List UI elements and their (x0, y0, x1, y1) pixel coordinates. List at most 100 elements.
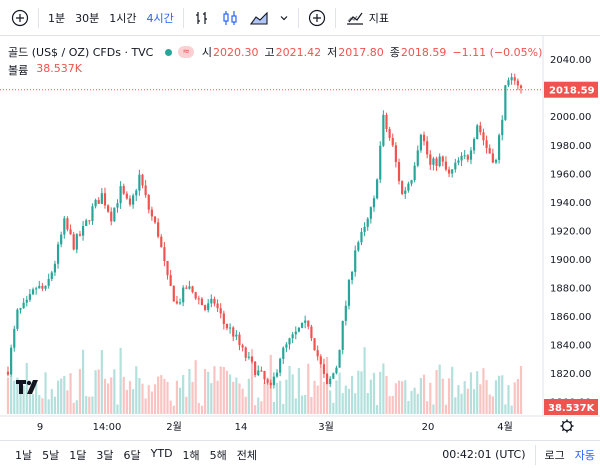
candle-body (329, 378, 332, 384)
range-3m[interactable]: 3달 (96, 448, 114, 462)
candle-body (122, 186, 125, 194)
candle-body (91, 206, 94, 221)
toolbar-divider (38, 7, 39, 28)
volume-bar (157, 376, 160, 414)
volume-bar (360, 371, 363, 414)
area-chart-type-button[interactable] (244, 5, 274, 31)
candle-body (494, 160, 498, 163)
range-6m[interactable]: 6달 (123, 448, 141, 462)
area-chart-icon (249, 11, 268, 25)
candle-body (350, 271, 354, 280)
candle-body (260, 370, 263, 372)
price-scale[interactable] (543, 36, 600, 440)
symbol-title[interactable]: 골드 (US$ / OZ) CFDs · TVC (8, 46, 154, 59)
volume-bar (332, 402, 335, 414)
candle-body (200, 298, 204, 306)
candle-body (366, 218, 369, 227)
range-ytd[interactable]: YTD (150, 446, 173, 460)
candle-body (88, 220, 91, 222)
volume-bar (125, 389, 128, 414)
volume-bar (260, 401, 263, 414)
volume-bar (435, 370, 438, 414)
chevron-down-icon (280, 15, 288, 20)
candle-body (369, 207, 372, 219)
volume-bar (110, 377, 113, 414)
candle-body (160, 236, 163, 248)
range-5d[interactable]: 5날 (42, 448, 60, 462)
volume-bar (469, 372, 473, 414)
range-1d[interactable]: 1날 (15, 448, 33, 462)
gear-icon[interactable] (560, 419, 574, 433)
range-1y[interactable]: 1해 (182, 448, 200, 462)
volume-bar (401, 381, 404, 414)
volume-bar (382, 363, 385, 414)
volume-bar (294, 398, 297, 414)
volume-bar (185, 396, 188, 414)
interval-4h[interactable]: 4시간 (146, 11, 174, 25)
chart-type-dropdown[interactable] (274, 5, 294, 31)
interval-1h[interactable]: 1시간 (109, 11, 137, 25)
candle-body (110, 211, 113, 222)
candle-body (325, 373, 329, 384)
volume-bar (379, 371, 382, 414)
candle-body (238, 334, 241, 346)
volume-bar (357, 370, 360, 414)
range-all[interactable]: 전체 (236, 448, 258, 462)
volume-bar (300, 395, 304, 414)
interval-30m[interactable]: 30분 (75, 11, 100, 25)
range-1m[interactable]: 1달 (69, 448, 87, 462)
log-scale-toggle[interactable]: 로그 (544, 448, 565, 462)
volume-bar (175, 380, 179, 414)
symbol-legend: 골드 (US$ / OZ) CFDs · TVC ≈ 시 2020.30 고 202… (8, 44, 548, 60)
volume-bar (169, 400, 172, 414)
candle-body (376, 179, 379, 199)
range-buttons: 1날 5날 1달 3달 6달 YTD 1해 5해 전체 (10, 447, 262, 463)
candle-body (275, 372, 279, 377)
volume-bar (153, 384, 157, 414)
indicators-button[interactable]: 지표 (340, 5, 394, 31)
candle-body (244, 347, 247, 358)
volume-bar (53, 396, 57, 414)
volume-bar (213, 366, 216, 414)
volume-label: 볼륨 (8, 64, 29, 77)
compare-button[interactable] (303, 5, 331, 31)
y-tick-label: 1940.00 (550, 198, 591, 209)
bar-chart-type-button[interactable] (188, 5, 216, 31)
candle-body (169, 275, 172, 286)
range-5y[interactable]: 5해 (209, 448, 227, 462)
open-value: 2020.30 (213, 45, 259, 59)
candle-body (25, 299, 28, 303)
volume-bar (132, 389, 135, 414)
volume-bar (63, 375, 66, 414)
candle-body (307, 320, 310, 327)
candle-body (125, 193, 128, 199)
volume-bar (513, 382, 516, 414)
candle-body (391, 137, 394, 146)
volume-bar (457, 385, 460, 414)
interval-1m[interactable]: 1분 (48, 11, 66, 25)
x-tick-label: 3월 (318, 421, 334, 433)
timezone-clock[interactable]: 00:42:01 (UTC) (442, 448, 526, 461)
candle-body (188, 286, 191, 289)
volume-bar (31, 394, 35, 414)
add-symbol-button[interactable] (6, 5, 34, 31)
close-label: 종 (389, 46, 400, 59)
volume-bar (438, 364, 441, 414)
auto-scale-toggle[interactable]: 자동 (574, 448, 595, 462)
volume-bar (363, 347, 366, 414)
candle-body (50, 272, 53, 279)
volume-bar (247, 378, 250, 414)
volume-bar (313, 380, 316, 414)
volume-bar (444, 404, 448, 414)
candle-body (166, 261, 169, 276)
volume-bar (354, 393, 357, 414)
candle-body (519, 85, 523, 89)
candle-body (441, 156, 444, 162)
volume-bar (335, 380, 338, 414)
candle-body (447, 169, 451, 174)
candle-body (388, 129, 391, 138)
volume-bar (310, 396, 313, 414)
price-chart[interactable]: 1800.001820.001840.001860.001880.001900.… (0, 36, 600, 440)
volume-bar (325, 356, 329, 414)
candle-chart-type-button[interactable] (216, 5, 244, 31)
